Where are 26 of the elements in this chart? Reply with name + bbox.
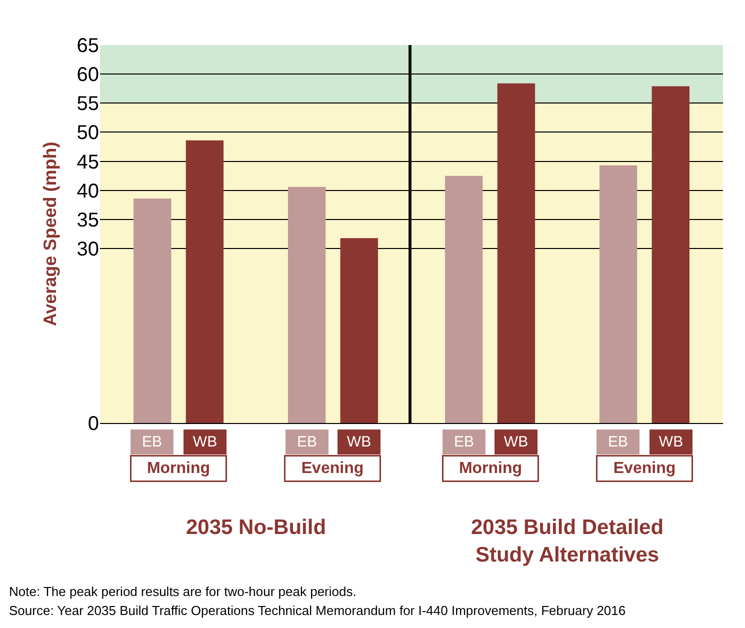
- text: 2035 Build Detailed Study Alternatives: [471, 516, 664, 566]
- y-tick-label: 65: [76, 35, 99, 57]
- y-tick-label: 40: [76, 180, 99, 202]
- y-tick-label: 35: [76, 209, 99, 232]
- y-tick-label: 0: [88, 413, 99, 435]
- text: Morning: [146, 460, 210, 477]
- x-tick-label: WB: [504, 434, 528, 450]
- x-tick-label: EB: [296, 434, 318, 450]
- x-tick-label: WB: [346, 434, 372, 450]
- y-tick-label: 55: [76, 93, 99, 116]
- text: Evening: [613, 460, 676, 477]
- x-tick-label: EB: [608, 434, 628, 450]
- x-tick-label: WB: [658, 434, 684, 450]
- text: Morning: [458, 460, 522, 477]
- y-axis-title: Average Speed (mph): [40, 142, 60, 326]
- y-tick-label: 60: [76, 64, 99, 86]
- y-tick-label: 50: [76, 122, 99, 144]
- text: Evening: [301, 460, 364, 477]
- x-tick-label: EB: [454, 434, 474, 450]
- y-tick-label: 45: [76, 151, 99, 174]
- source-note: Source: Year 2035 Build Traffic Operations Technical Memorandum for I-440 Improvements, February 2016: [9, 603, 626, 618]
- text: 2035 No-Build: [186, 516, 326, 539]
- x-tick-label: EB: [142, 434, 162, 450]
- x-tick-label: WB: [192, 434, 218, 450]
- y-tick-label: 30: [76, 238, 99, 261]
- text: Note: The peak period results are for two-hour peak periods.: [9, 584, 356, 599]
